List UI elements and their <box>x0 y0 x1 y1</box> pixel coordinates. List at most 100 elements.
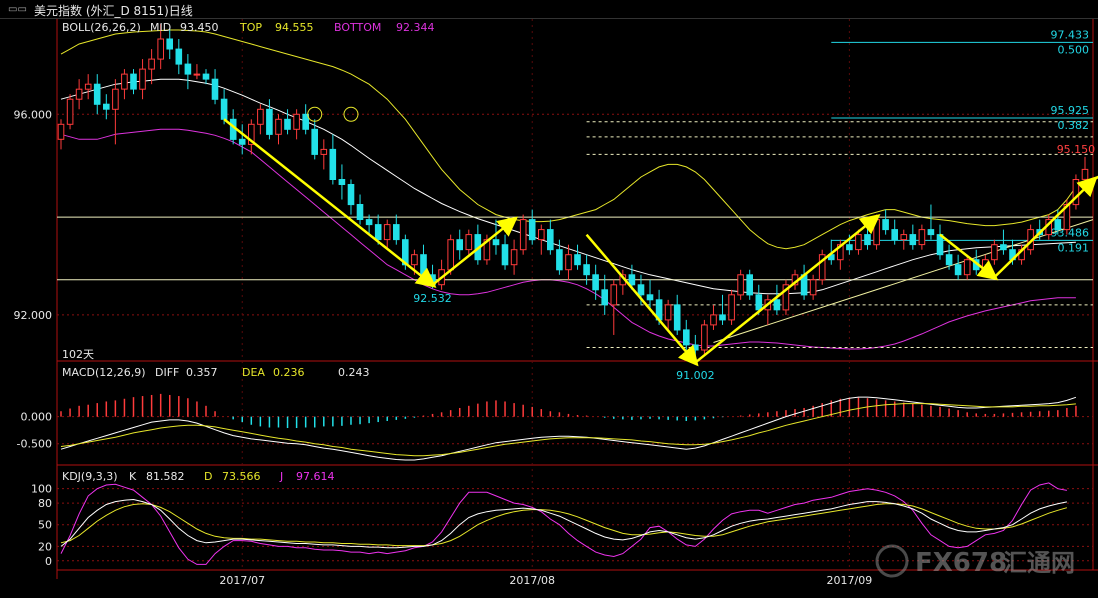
candle-body <box>483 239 491 261</box>
candle-body <box>284 118 291 130</box>
candle-body <box>465 234 473 251</box>
boll-bottom-line <box>60 128 1076 350</box>
candle-body <box>456 239 463 251</box>
candle-body <box>556 249 563 271</box>
candle-body <box>574 254 581 266</box>
boll-mid-label: MID <box>150 21 171 34</box>
candle-body <box>157 38 164 60</box>
candle-body <box>311 128 318 155</box>
candle-body <box>846 244 853 251</box>
trend-arrow <box>694 213 881 364</box>
menu-icon[interactable]: ▭▭ <box>8 4 27 15</box>
price-extreme-label: 92.532 <box>413 292 452 305</box>
trend-arrow <box>431 216 519 286</box>
candle-body <box>84 83 92 90</box>
candle-body <box>148 58 155 70</box>
candle-body <box>991 244 998 261</box>
candle-body <box>139 68 146 90</box>
candle-body <box>275 118 282 135</box>
watermark-cn: 汇通网 <box>1003 549 1075 577</box>
boll-bottom-value: 92.344 <box>396 21 435 34</box>
candle-body <box>782 284 790 311</box>
candle-body <box>719 314 726 321</box>
candle-body <box>818 254 826 281</box>
candle-body <box>293 113 300 130</box>
kdj-d-line <box>60 503 1068 547</box>
candle-body <box>528 219 536 241</box>
candle-body <box>592 274 599 291</box>
candle-body <box>130 73 137 90</box>
kdj-indicator-label: KDJ(9,3,3) <box>62 470 118 483</box>
marker-circle <box>307 106 323 122</box>
candle-body <box>75 88 83 100</box>
watermark: FX678 汇通网 <box>875 544 1075 578</box>
candle-body <box>112 88 119 110</box>
boll-bottom-label: BOTTOM <box>334 21 381 34</box>
candle-body <box>882 219 889 231</box>
candle-body <box>211 78 219 100</box>
candle-body <box>873 219 880 246</box>
macd-indicator-label: MACD(12,26,9) <box>62 366 146 379</box>
candlestick-series <box>57 23 1089 366</box>
candle-body <box>954 264 962 276</box>
candle-body <box>1054 219 1062 231</box>
candle-body <box>383 224 391 241</box>
y-tick-label: 50 <box>38 519 52 532</box>
candle-body <box>329 148 337 180</box>
candle-body <box>374 224 382 241</box>
fib-price-label: 95.925 <box>1051 104 1090 117</box>
candle-body <box>601 289 609 306</box>
candle-body <box>936 234 944 256</box>
kdj-k-line <box>60 498 1068 549</box>
candle-body <box>737 274 744 296</box>
candle-body <box>420 254 427 276</box>
candle-body <box>664 304 672 321</box>
candle-body <box>646 294 654 301</box>
candle-body <box>402 239 409 266</box>
x-tick-label: 2017/07 <box>219 574 265 587</box>
macd-panel <box>60 393 1077 461</box>
candle-body <box>184 63 192 75</box>
fib-ratio-label: 0.191 <box>1058 241 1090 254</box>
macd-dea-value: 0.236 <box>273 366 305 379</box>
kdj-d-value: 73.566 <box>222 470 261 483</box>
candle-body <box>864 234 871 246</box>
boll-mid-value: 93.450 <box>180 21 219 34</box>
candle-body <box>547 229 554 251</box>
candle-body <box>347 184 355 206</box>
candle-body <box>248 123 255 145</box>
watermark-logo-icon <box>875 544 909 578</box>
candle-body <box>673 304 681 331</box>
candle-body <box>1000 244 1007 251</box>
boll-indicator-label: BOLL(26,26,2) <box>62 21 141 34</box>
candle-body <box>338 179 346 185</box>
candle-body <box>266 108 273 135</box>
x-tick-label: 2017/08 <box>509 574 555 587</box>
grid-lines <box>57 19 1093 570</box>
trend-arrows <box>223 106 1098 367</box>
macd-diff-label: DIFF <box>155 366 179 379</box>
boll-top-label: TOP <box>239 21 262 34</box>
candle-body <box>855 234 862 251</box>
window-titlebar: ▭▭ 美元指数 (外汇_D 8151)日线 <box>0 0 1098 19</box>
kdj-j-label: J <box>279 470 283 483</box>
panel-frames <box>56 19 1098 579</box>
candle-body <box>746 274 754 296</box>
candle-body <box>755 294 763 311</box>
trend-arrow <box>939 233 999 281</box>
macd-dea-line <box>60 403 1076 457</box>
candle-body <box>628 274 636 286</box>
macd-value: 0.243 <box>338 366 370 379</box>
kdj-j-value: 97.614 <box>296 470 335 483</box>
candle-body <box>411 254 418 266</box>
y-tick-label: 0.000 <box>21 411 53 424</box>
y-tick-label: 20 <box>38 540 52 553</box>
candle-body <box>710 314 717 326</box>
candle-body <box>927 229 935 236</box>
candle-body <box>257 108 264 125</box>
marker-circle <box>343 106 359 122</box>
y-tick-label: 100 <box>31 483 52 496</box>
candle-body <box>66 98 74 125</box>
